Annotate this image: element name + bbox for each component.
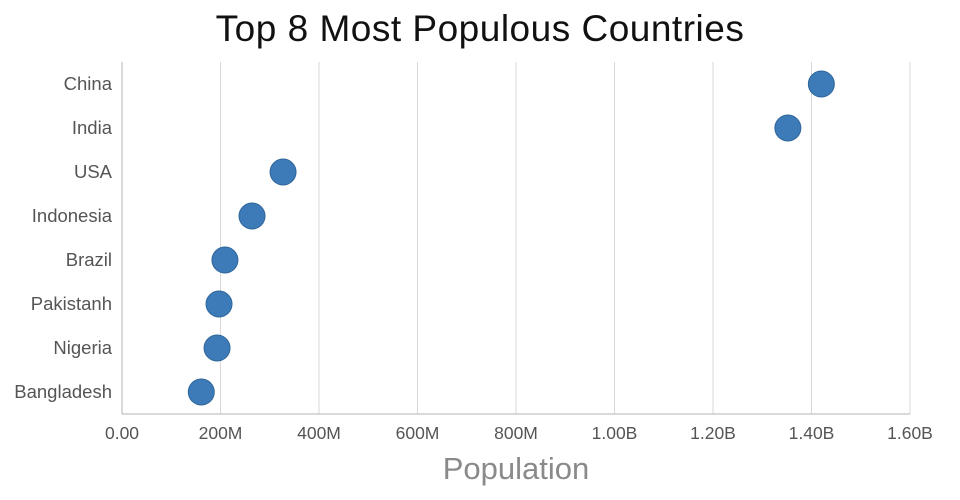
x-tick-label: 1.40B — [789, 423, 835, 443]
dot-plot: 0.00 200M 400M 600M 800M 1.00B 1.20B 1.40B 1.60B… — [14, 62, 933, 443]
x-tick-label: 0.00 — [105, 423, 139, 443]
y-axis-label: Bangladesh — [14, 381, 112, 402]
y-axis-label: China — [64, 73, 113, 94]
y-axis-label: Nigeria — [53, 337, 112, 358]
x-tick-label: 1.60B — [887, 423, 933, 443]
y-axis-label: India — [72, 117, 113, 138]
data-point — [807, 70, 835, 98]
x-tick-label: 800M — [494, 423, 538, 443]
data-point — [238, 202, 266, 230]
data-point — [774, 114, 802, 142]
data-point — [205, 290, 233, 318]
y-axis-label: Indonesia — [32, 205, 113, 226]
data-point — [211, 246, 239, 274]
y-axis-label: Brazil — [66, 249, 112, 270]
y-axis-label: USA — [74, 161, 113, 182]
data-point — [187, 378, 215, 406]
x-tick-label: 600M — [396, 423, 440, 443]
y-axis-label: Pakistanh — [31, 293, 112, 314]
x-tick-label: 400M — [297, 423, 341, 443]
x-tick-label: 1.20B — [690, 423, 736, 443]
x-axis-title: Population — [442, 451, 590, 486]
x-tick-label: 200M — [199, 423, 243, 443]
x-tick-label: 1.00B — [592, 423, 638, 443]
data-point — [203, 334, 231, 362]
chart-title: Top 8 Most Populous Countries — [215, 8, 745, 49]
data-point — [269, 158, 297, 186]
